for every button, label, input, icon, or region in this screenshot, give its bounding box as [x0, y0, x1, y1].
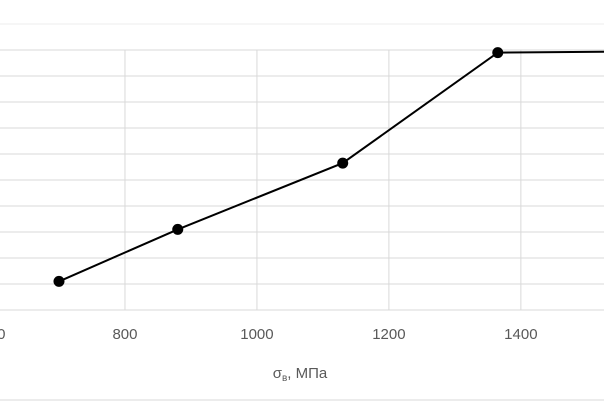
line	[58, 50, 604, 283]
x-tick-label: 1400	[504, 326, 537, 343]
x-tick-label: 1200	[372, 326, 405, 343]
x-label-symbol: σ	[273, 365, 283, 382]
plot-area	[53, 47, 604, 287]
x-tick-label: 600	[0, 326, 6, 343]
x-tick-label: 800	[112, 326, 137, 343]
x-label-unit: , МПа	[287, 365, 328, 382]
marker	[53, 275, 65, 287]
x-label-subscript: в	[282, 373, 287, 384]
marker	[172, 223, 184, 235]
x-tick-label: 1000	[240, 326, 273, 343]
marker	[492, 47, 504, 59]
marker	[337, 157, 349, 169]
x-axis-label: σв, МПа	[273, 365, 328, 384]
